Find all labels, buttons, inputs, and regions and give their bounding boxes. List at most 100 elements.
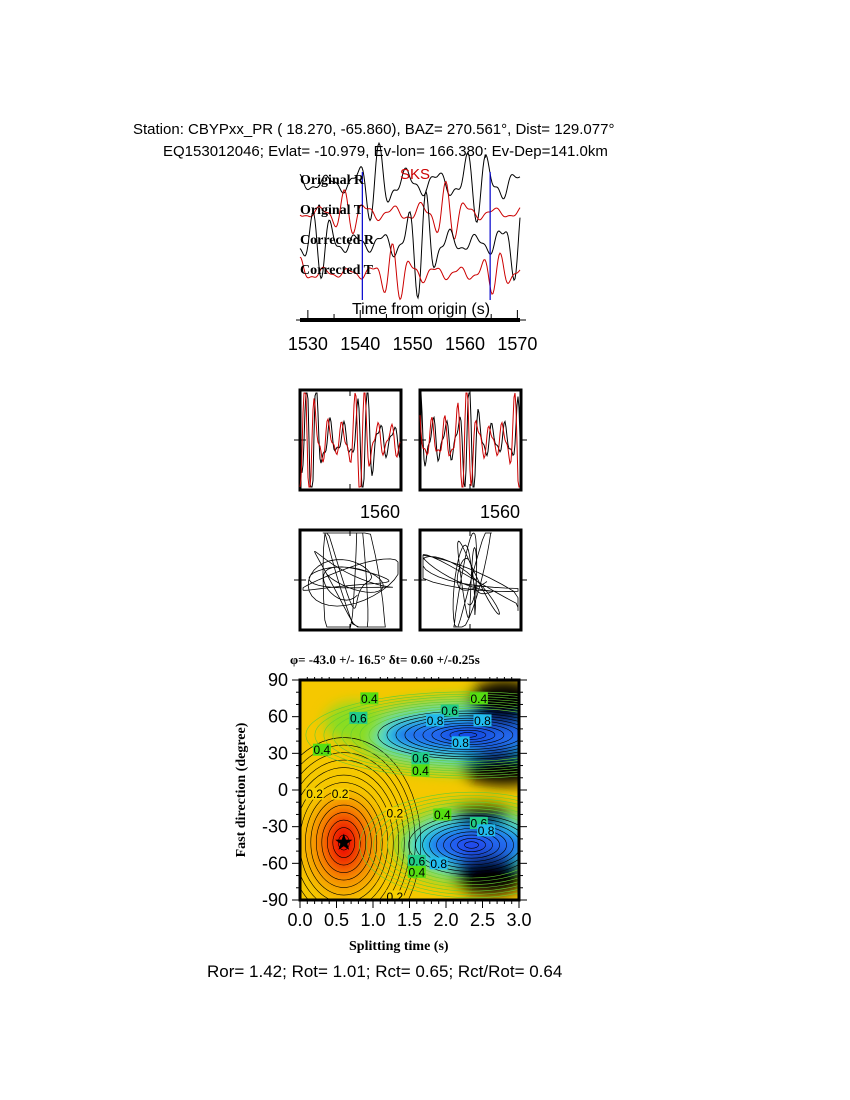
x-tick-label: 2.5 xyxy=(470,910,495,930)
contour-label: 0.4 xyxy=(408,865,425,879)
contour-label: 0.2 xyxy=(332,787,349,801)
contour-label: 0.8 xyxy=(474,714,491,728)
contour-label: 0.8 xyxy=(452,736,469,750)
heatmap: 0.4 0.40.60.8 0.80.60.40.80.60.40.2 0.20.2 0… xyxy=(300,680,519,904)
contour-line xyxy=(359,791,519,899)
y-tick-label: -60 xyxy=(262,853,288,873)
contour-line xyxy=(359,705,519,765)
trace-label-corrected-t: Corrected T xyxy=(300,263,373,278)
contour-line xyxy=(413,720,519,750)
time-tick-label: 1570 xyxy=(497,334,537,354)
particle-motion-panel xyxy=(298,528,403,632)
contour-label-bg xyxy=(385,807,404,820)
y-tick-label: 60 xyxy=(268,707,288,727)
contour-line xyxy=(450,834,493,856)
contour-line xyxy=(300,767,400,900)
time-tick-label: 1550 xyxy=(393,334,433,354)
contour-label-bg xyxy=(429,857,448,870)
contour-label-bg xyxy=(349,711,368,724)
x-tick-label: 2.0 xyxy=(433,910,458,930)
contour-line xyxy=(457,838,486,852)
contour-label: 0.8 xyxy=(430,857,447,871)
contour-line xyxy=(300,759,405,900)
contour-line xyxy=(314,693,519,777)
waveform-trace xyxy=(299,189,521,300)
contour-label: 0.6 xyxy=(412,752,429,766)
ratios-text: Ror= 1.42; Rot= 1.01; Rct= 0.65; Rct/Rot… xyxy=(207,962,563,981)
particle-motion-trace xyxy=(302,532,399,628)
x-axis-label: Splitting time (s) xyxy=(349,939,449,954)
contour-label-bg xyxy=(451,736,470,749)
contour-line xyxy=(464,841,479,849)
x-tick-label: 1.5 xyxy=(397,910,422,930)
contour-label-bg xyxy=(385,890,404,900)
contour-line xyxy=(326,819,361,866)
time-tick-label: 1530 xyxy=(288,334,328,354)
contour-line xyxy=(373,798,519,892)
contour-line xyxy=(305,691,519,779)
contour-label: 0.4 xyxy=(412,764,429,778)
contour-line xyxy=(300,752,411,900)
contour-label: 0.2 xyxy=(306,787,323,801)
contour-label-bg xyxy=(477,824,496,837)
comparison-trace xyxy=(299,392,401,488)
contour-line xyxy=(341,701,519,769)
contour-line xyxy=(366,795,519,895)
trace-label-original-r: Original R xyxy=(300,173,365,188)
waveform-trace xyxy=(299,243,521,301)
contour-label-bg xyxy=(331,787,350,800)
contour-label: 0.6 xyxy=(441,704,458,718)
contour-line xyxy=(332,698,519,772)
y-tick-label: -90 xyxy=(262,890,288,910)
contour-label-bg xyxy=(305,787,324,800)
contour-label-bg xyxy=(312,743,331,756)
y-tick-label: 30 xyxy=(268,743,288,763)
contour-line xyxy=(377,710,519,760)
heatmap-lobe xyxy=(453,838,490,852)
contour-line xyxy=(350,703,519,767)
heatmap-lobe xyxy=(453,804,512,825)
best-fit-star-icon xyxy=(335,833,353,850)
panel-1560-label-left: 1560 xyxy=(360,502,401,522)
contour-label: 0.8 xyxy=(478,824,495,838)
contour-line xyxy=(368,708,519,762)
contour-line xyxy=(404,717,519,753)
contour-line xyxy=(323,696,519,774)
contour-label-bg xyxy=(440,704,459,717)
contour-label: 0.6 xyxy=(408,854,425,868)
particle-motion-trace xyxy=(422,532,519,628)
time-axis-label: Time from origin (s) xyxy=(352,301,491,318)
contour-line xyxy=(395,715,519,755)
contour-label-bg xyxy=(426,714,445,727)
contour-line xyxy=(300,744,416,900)
contour-line xyxy=(332,827,356,858)
contour-label-bg xyxy=(411,764,430,777)
x-tick-label: 0.0 xyxy=(287,910,312,930)
contour-line xyxy=(315,804,372,881)
waveform-trace xyxy=(299,180,521,241)
contour-label: 0.4 xyxy=(361,692,378,706)
contour-line xyxy=(386,713,519,757)
contour-line xyxy=(300,774,394,900)
x-tick-label: 1.0 xyxy=(360,910,385,930)
y-tick-label: 0 xyxy=(278,780,288,800)
contour-label-bg xyxy=(407,854,426,867)
contour-label-bg xyxy=(360,692,379,705)
contour-label-bg xyxy=(433,808,452,821)
sks-label: SKS xyxy=(400,166,431,183)
y-tick-label: 90 xyxy=(268,670,288,690)
contour-label-bg xyxy=(407,865,426,878)
contour-label: 0.2 xyxy=(387,807,404,821)
contour-line xyxy=(380,801,519,889)
event-info: EQ153012046; Evlat= -10.979, Ev-lon= 166… xyxy=(163,143,608,160)
station-info: Station: CBYPxx_PR ( 18.270, -65.860), B… xyxy=(133,121,615,138)
contour-label: 0.2 xyxy=(387,890,404,904)
contour-label-bg xyxy=(469,692,488,705)
x-tick-label: 0.5 xyxy=(324,910,349,930)
trace-label-corrected-r: Corrected R xyxy=(300,233,374,248)
contour-label: 0.4 xyxy=(471,692,488,706)
x-tick-label: 3.0 xyxy=(506,910,531,930)
comparison-trace xyxy=(419,392,520,488)
contour-line xyxy=(394,808,519,882)
trace-label-original-t: Original T xyxy=(300,203,364,218)
